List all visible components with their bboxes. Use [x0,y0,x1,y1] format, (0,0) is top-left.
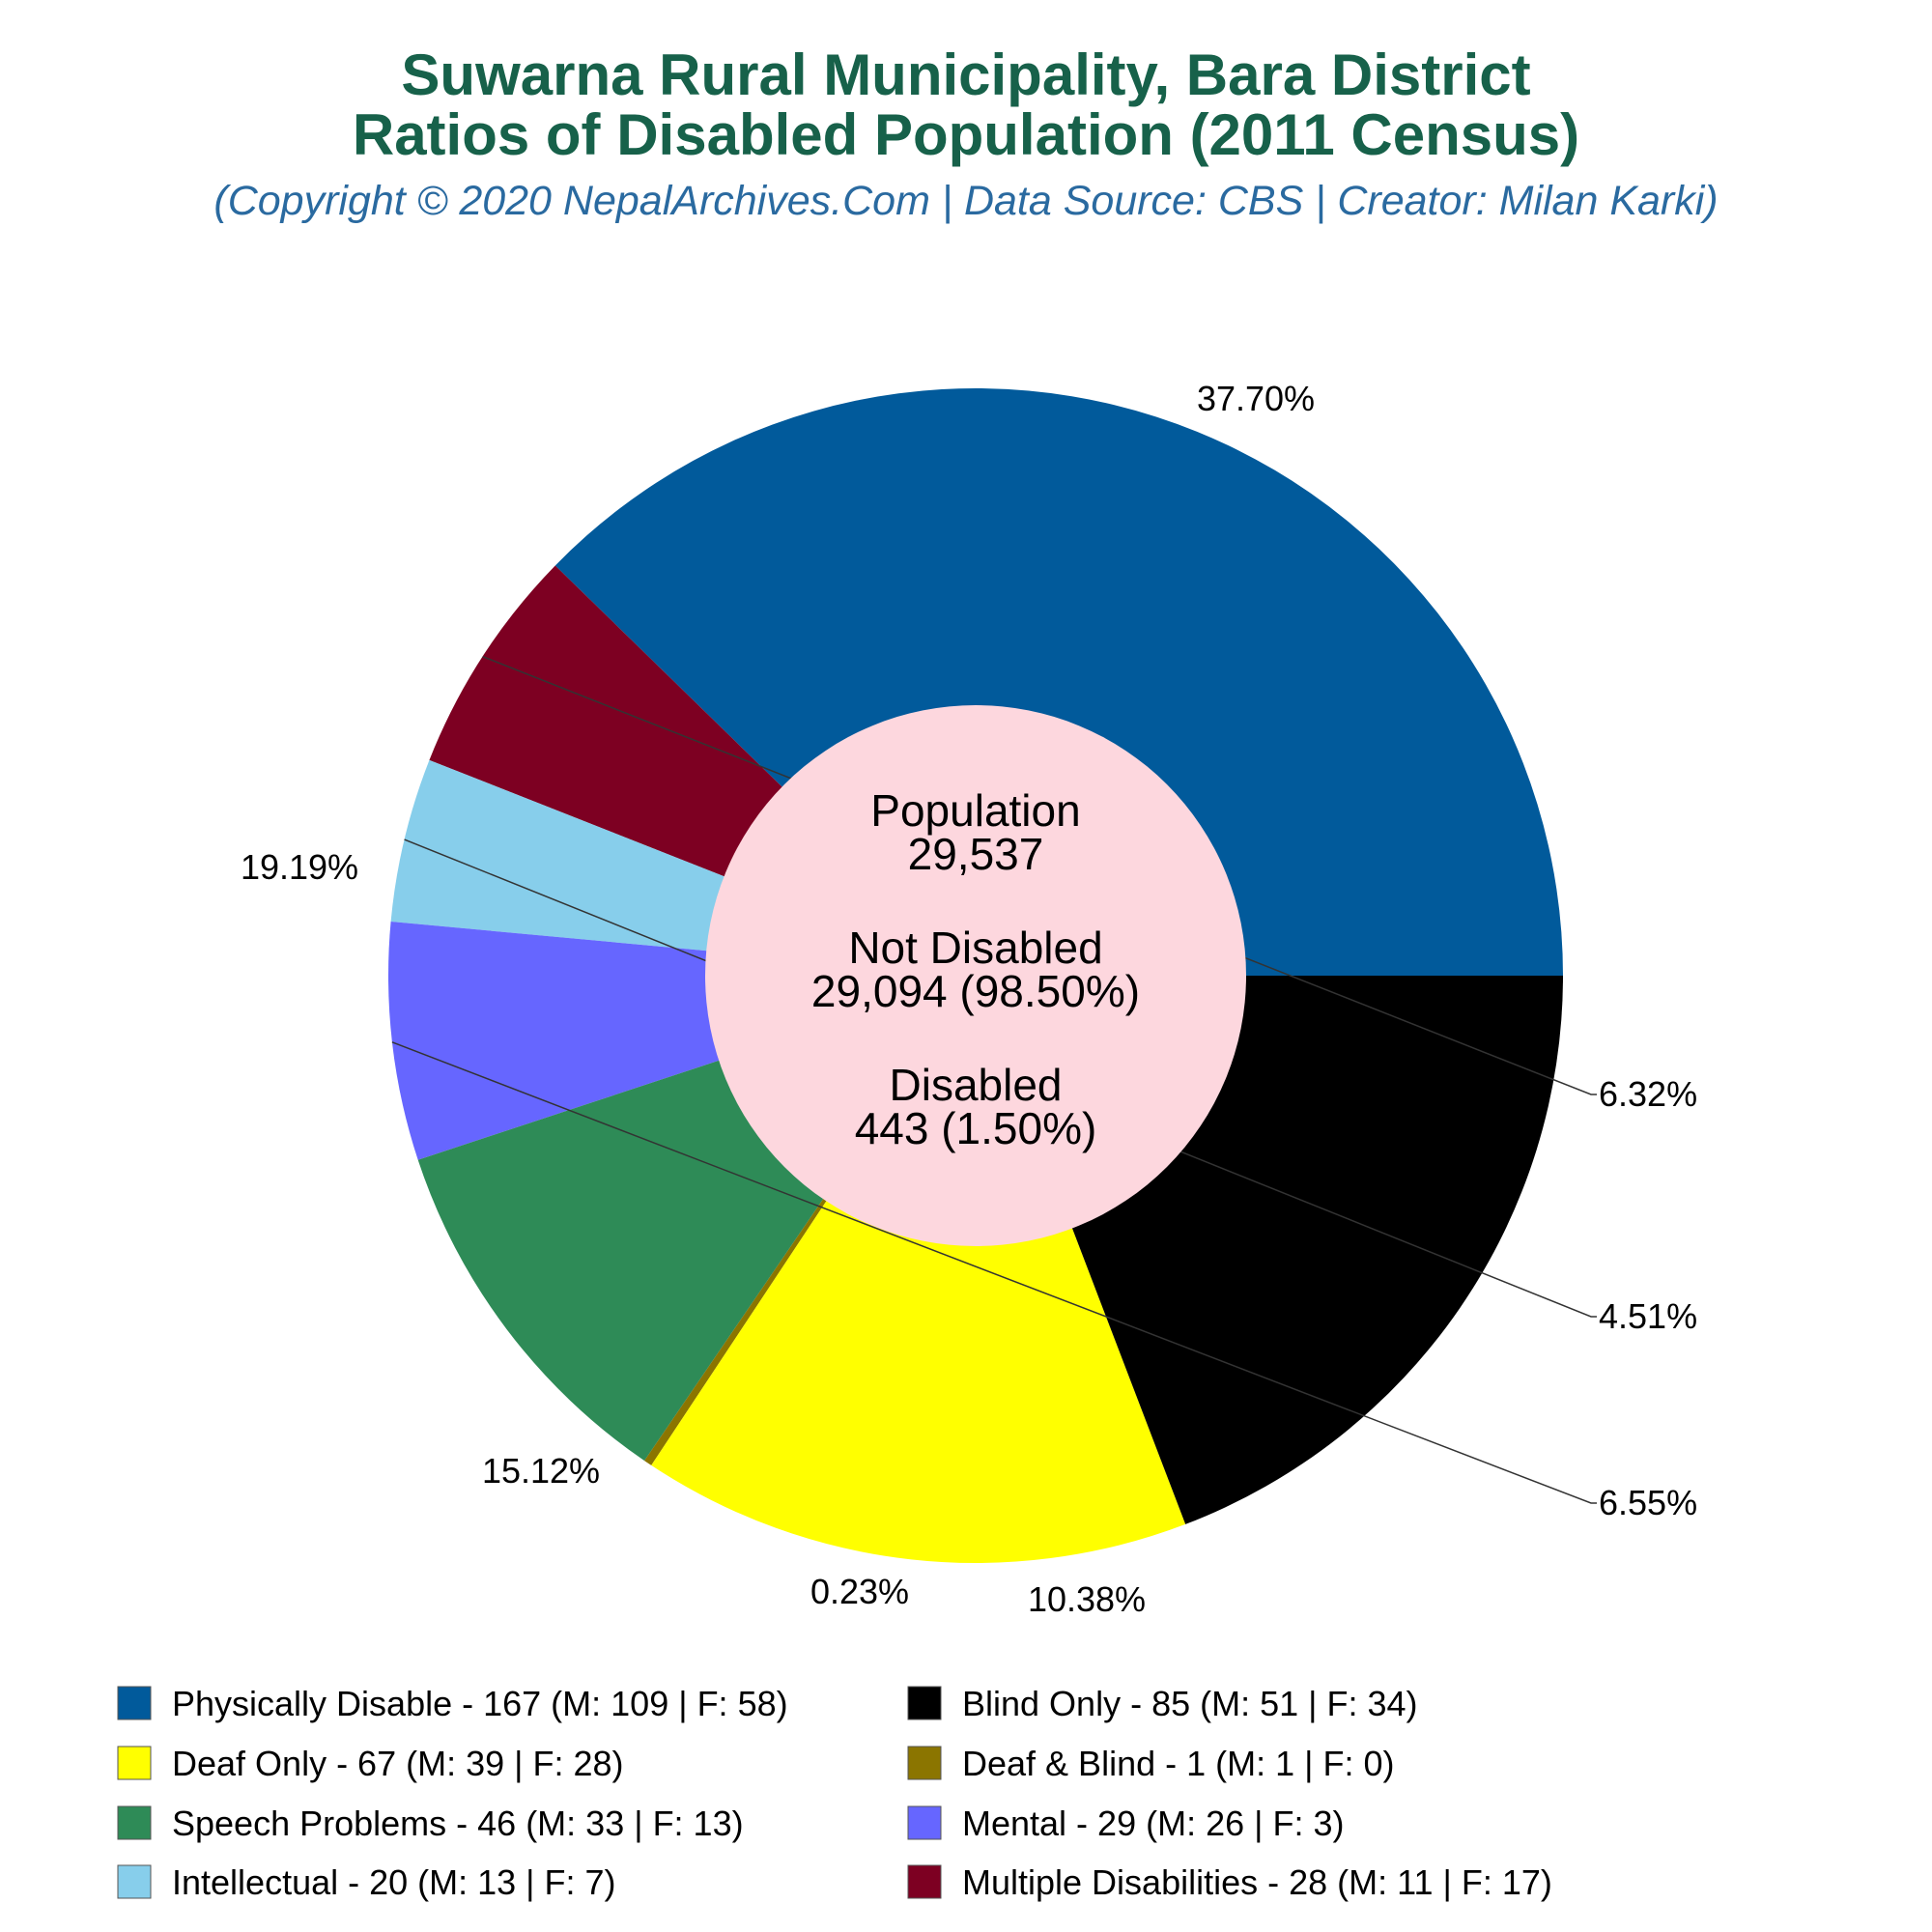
chart-title-line2: Ratios of Disabled Population (2011 Cens… [353,102,1579,167]
center-circle [705,705,1246,1246]
center-disabled-label: Disabled [890,1060,1063,1110]
leader-line-mental [391,1041,1597,1504]
legend-label-blind-only: Blind Only - 85 (M: 51 | F: 34) [962,1684,1418,1723]
percent-label-deaf-only: 15.12% [482,1451,600,1491]
legend-item-deaf-only: Deaf Only - 67 (M: 39 | F: 28) [117,1744,624,1783]
legend-label-intellectual: Intellectual - 20 (M: 13 | F: 7) [172,1862,616,1902]
legend-item-speech-problems: Speech Problems - 46 (M: 33 | F: 13) [117,1804,744,1843]
legend-item-blind-only: Blind Only - 85 (M: 51 | F: 34) [907,1684,1418,1723]
legend-label-physically-disable: Physically Disable - 167 (M: 109 | F: 58… [172,1684,788,1723]
legend-item-multiple-disabilities: Multiple Disabilities - 28 (M: 11 | F: 1… [907,1862,1552,1902]
slice-deaf-only [651,976,1186,1563]
legend-label-multiple-disabilities: Multiple Disabilities - 28 (M: 11 | F: 1… [962,1862,1552,1902]
legend-swatch-blind-only [907,1686,942,1720]
legend-label-deaf-only: Deaf Only - 67 (M: 39 | F: 28) [172,1744,624,1783]
percent-label-multiple-disabilities: 6.32% [1599,1074,1697,1114]
center-not-disabled-value: 29,094 (98.50%) [811,966,1140,1016]
chart-title-line1: Suwarna Rural Municipality, Bara Distric… [401,43,1530,107]
percent-labels: 37.70% 6.32% 4.51% 6.55% 10.38% 0.23% 15.12% 19… [241,379,1697,1619]
legend-item-deaf-blind: Deaf & Blind - 1 (M: 1 | F: 0) [907,1744,1395,1783]
legend-label-deaf-blind: Deaf & Blind - 1 (M: 1 | F: 0) [962,1744,1395,1783]
legend-swatch-deaf-blind [907,1746,942,1780]
slice-physically-disable [554,387,1563,977]
legend-swatch-physically-disable [117,1686,152,1720]
legend-label-speech-problems: Speech Problems - 46 (M: 33 | F: 13) [172,1804,744,1843]
chart-subtitle: (Copyright © 2020 NepalArchives.Com | Da… [213,178,1718,224]
center-population-value: 29,537 [908,829,1044,879]
legend-swatch-intellectual [117,1864,152,1899]
legend-swatch-deaf-only [117,1746,152,1780]
legend-swatch-mental [907,1805,942,1840]
legend-swatch-multiple-disabilities [907,1864,942,1899]
center-not-disabled-label: Not Disabled [848,923,1102,973]
legend-swatch-speech-problems [117,1805,152,1840]
legend-label-mental: Mental - 29 (M: 26 | F: 3) [962,1804,1344,1843]
legend-item-physically-disable: Physically Disable - 167 (M: 109 | F: 58… [117,1684,788,1723]
percent-label-mental: 6.55% [1599,1483,1697,1522]
legend-item-mental: Mental - 29 (M: 26 | F: 3) [907,1804,1344,1843]
center-disabled-value: 443 (1.50%) [855,1103,1097,1153]
percent-label-speech-problems: 10.38% [1028,1579,1146,1619]
percent-label-physically-disable: 37.70% [1197,379,1315,418]
center-population-label: Population [870,785,1080,836]
legend: Physically Disable - 167 (M: 109 | F: 58… [117,1684,1552,1902]
legend-item-intellectual: Intellectual - 20 (M: 13 | F: 7) [117,1862,616,1902]
percent-label-deaf-blind: 0.23% [810,1572,909,1611]
percent-label-blind-only: 19.19% [241,847,358,887]
percent-label-intellectual: 4.51% [1599,1296,1697,1336]
